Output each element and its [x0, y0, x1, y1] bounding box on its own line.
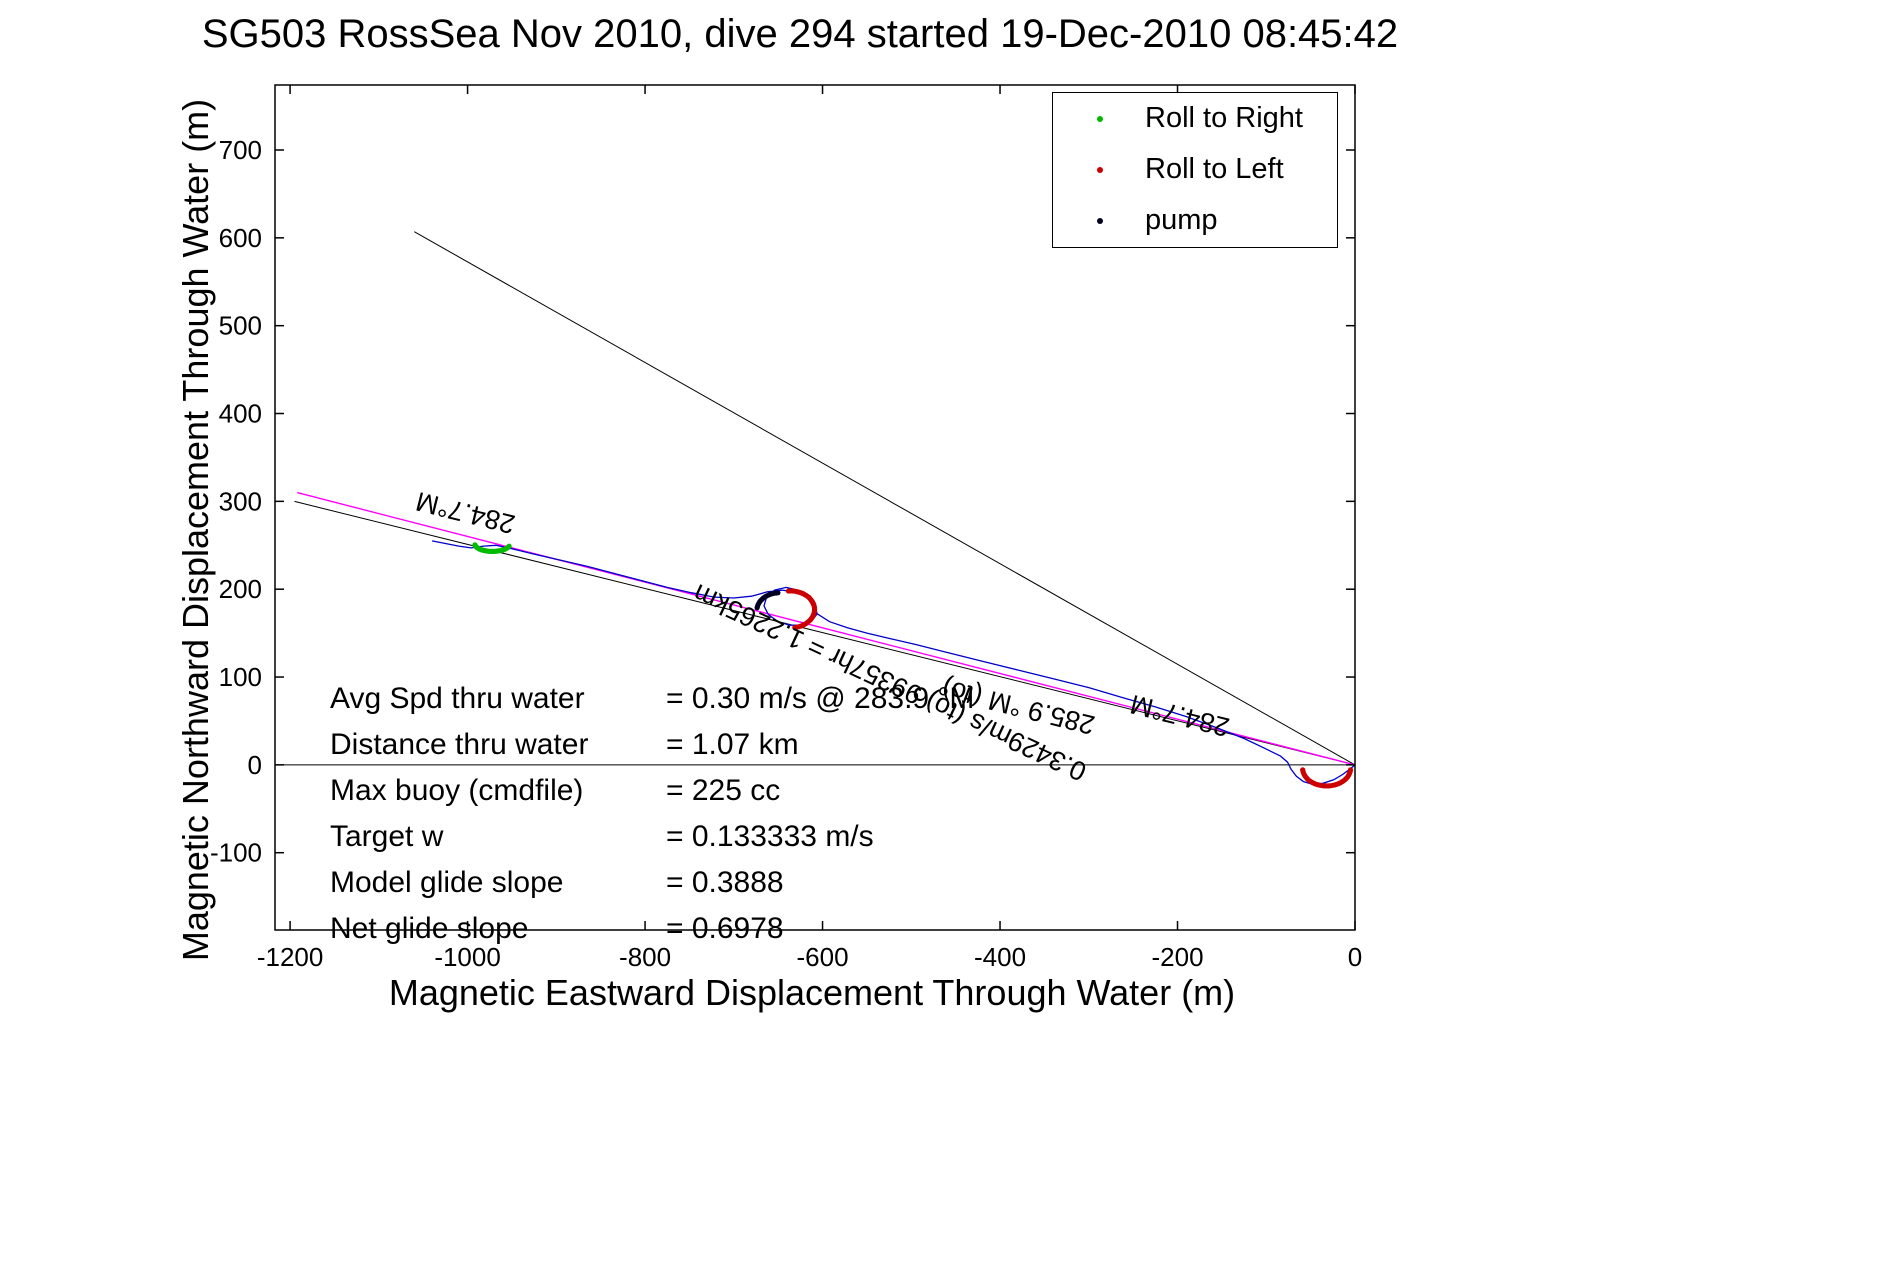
series-dac-line — [297, 491, 1356, 766]
y-tick-label: 600 — [219, 223, 262, 253]
series-shallow-bearing-line — [294, 500, 1356, 766]
annotation-0: 284.7°M — [413, 486, 518, 540]
y-tick-label: 200 — [219, 574, 262, 604]
plot-title: SG503 RossSea Nov 2010, dive 294 started… — [201, 12, 1399, 56]
stat-value: = 0.3888 — [666, 866, 784, 899]
y-tick-label: 0 — [248, 750, 262, 780]
stat-value: = 225 cc — [666, 774, 781, 807]
stat-max-buoy: Max buoy (cmdfile) = 225 cc — [330, 768, 974, 814]
x-axis-label: Magnetic Eastward Displacement Through W… — [388, 972, 1236, 1013]
x-tick-label: -400 — [974, 942, 1026, 972]
stat-label: Distance thru water — [330, 728, 589, 761]
markers-roll-to-left-loop — [785, 588, 818, 631]
x-tick-label: -800 — [619, 942, 671, 972]
roll-to-left-marker-icon — [1097, 166, 1103, 173]
stat-distance: Distance thru water = 1.07 km — [330, 722, 974, 768]
stat-label: Net glide slope — [330, 912, 529, 945]
stat-label: Max buoy (cmdfile) — [330, 774, 584, 807]
y-tick-label: 100 — [219, 662, 262, 692]
legend-item-roll-to-right: Roll to Right — [1053, 93, 1337, 144]
stat-label: Model glide slope — [330, 866, 564, 899]
legend-item-roll-to-left: Roll to Left — [1053, 144, 1337, 195]
y-tick-label: 700 — [219, 135, 262, 165]
legend: Roll to Right Roll to Left pump — [1052, 92, 1338, 248]
stat-target-w: Target w = 0.133333 m/s — [330, 814, 974, 860]
x-tick-label: -200 — [1151, 942, 1203, 972]
legend-label: Roll to Right — [1145, 102, 1303, 134]
series-trajectory-thru-water — [431, 540, 1356, 785]
x-tick-label: -1000 — [434, 942, 501, 972]
x-tick-label: -1200 — [257, 942, 324, 972]
stat-net-glide-slope: Net glide slope = 0.6978 — [330, 906, 974, 952]
axes-box — [274, 84, 1356, 931]
stat-value: = 1.07 km — [666, 728, 799, 761]
legend-item-pump: pump — [1053, 195, 1337, 246]
markers-roll-to-left-origin — [1300, 767, 1354, 789]
stat-model-glide-slope: Model glide slope = 0.3888 — [330, 860, 974, 906]
stat-avg-spd: Avg Spd thru water = 0.30 m/s @ 283.9 °M — [330, 676, 974, 722]
x-tick-label: 0 — [1348, 942, 1362, 972]
stat-value: = 0.30 m/s @ 283.9 °M — [666, 682, 975, 715]
roll-to-right-marker-icon — [1097, 115, 1103, 122]
markers-roll-to-right — [472, 542, 512, 555]
stat-label: Avg Spd thru water — [330, 682, 585, 715]
y-tick-label: 400 — [219, 399, 262, 429]
stat-label: Target w — [330, 820, 444, 853]
stat-value: = 0.133333 m/s — [666, 820, 874, 853]
y-tick-label: 300 — [219, 486, 262, 516]
y-tick-label: 500 — [219, 311, 262, 341]
legend-label: Roll to Left — [1145, 153, 1284, 185]
y-tick-label: -100 — [210, 838, 262, 868]
x-tick-label: -600 — [797, 942, 849, 972]
pump-marker-icon — [1097, 217, 1103, 224]
series-steep-bearing-line — [414, 231, 1356, 766]
stats-block: Avg Spd thru water = 0.30 m/s @ 283.9 °M… — [330, 676, 974, 952]
legend-label: pump — [1145, 204, 1218, 236]
stat-value: = 0.6978 — [666, 912, 784, 945]
annotation-3: 284.7°M — [1127, 689, 1232, 743]
y-axis-label: Magnetic Northward Displacement Through … — [175, 98, 216, 962]
markers-pump-loop — [754, 590, 781, 611]
